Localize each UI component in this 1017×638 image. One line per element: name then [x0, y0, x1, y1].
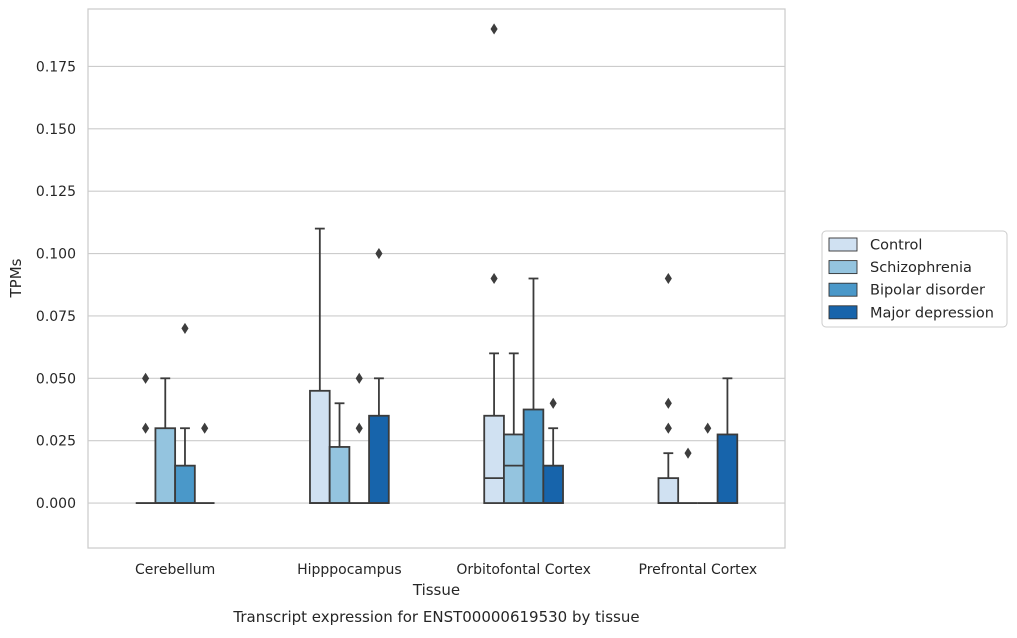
box-group	[135, 372, 156, 504]
gridlines	[88, 65, 785, 504]
box-group	[309, 227, 331, 504]
legend-label: Control	[870, 238, 922, 254]
box-body	[483, 414, 505, 504]
box-group	[368, 247, 390, 504]
y-tick-label: 0.025	[36, 434, 76, 450]
box-body	[657, 477, 680, 504]
box-body	[503, 433, 525, 504]
box-body	[328, 446, 351, 504]
box-group	[174, 322, 196, 504]
box-group	[328, 402, 351, 504]
box-body	[154, 427, 177, 504]
y-tick-label: 0.150	[36, 122, 76, 138]
outlier-point	[355, 372, 363, 384]
box-body	[542, 464, 564, 504]
chart-caption: Transcript expression for ENST0000061953…	[232, 608, 639, 626]
outlier-point	[181, 322, 189, 334]
box-group	[194, 422, 215, 504]
box-group	[542, 397, 564, 504]
legend-swatch	[828, 305, 858, 320]
outlier-point	[684, 447, 692, 459]
x-tick-labels: Cerebellum Hipppocampus Orbitofontal Corte…	[135, 562, 757, 578]
outlier-point	[490, 272, 498, 285]
outlier-point	[375, 247, 383, 260]
x-tick-label: Orbitofontal Cortex	[456, 562, 591, 578]
legend-swatch	[828, 282, 858, 297]
y-tick-label: 0.175	[36, 59, 76, 75]
legend: Control Schizophrenia Bipolar disorder Majo…	[821, 230, 1008, 328]
outlier-point	[355, 422, 363, 434]
legend-label: Bipolar disorder	[870, 283, 985, 299]
plot-area-frame	[87, 8, 786, 549]
box-body	[522, 408, 545, 504]
box-group	[154, 377, 177, 504]
x-axis-label: Tissue	[412, 581, 460, 599]
box-group	[657, 272, 680, 504]
box-group	[503, 352, 525, 504]
y-tick-label: 0.100	[36, 247, 76, 263]
outlier-point	[142, 422, 150, 434]
boxes	[135, 23, 739, 504]
legend-frame	[821, 230, 1008, 328]
y-tick-label: 0.000	[36, 496, 76, 512]
outlier-point	[704, 422, 712, 434]
outlier-point	[664, 397, 672, 409]
x-tick-label: Cerebellum	[135, 562, 215, 578]
box-group	[678, 447, 698, 504]
box-group	[522, 277, 545, 504]
y-tick-label: 0.075	[36, 309, 76, 325]
y-axis-label: TPMs	[7, 258, 25, 298]
outlier-point	[549, 397, 557, 409]
x-tick-label: Prefrontal Cortex	[639, 562, 758, 578]
box-body	[716, 433, 739, 504]
y-tick-label: 0.125	[36, 184, 76, 200]
box-body	[174, 464, 196, 504]
box-group	[697, 422, 718, 504]
legend-swatch	[828, 237, 858, 252]
legend-swatch	[828, 260, 858, 275]
legend-label: Major depression	[870, 305, 994, 321]
box-group	[483, 23, 505, 504]
legend-label: Schizophrenia	[870, 260, 972, 276]
outlier-point	[664, 422, 672, 434]
box-group	[716, 377, 739, 504]
outlier-point	[142, 372, 150, 384]
y-tick-labels: 0.000 0.025 0.050 0.075 0.100 0.125 0.150 0.175	[36, 59, 76, 512]
box-group	[349, 372, 370, 504]
box-body	[309, 389, 331, 504]
outlier-point	[201, 422, 209, 434]
outlier-point	[664, 272, 672, 285]
y-tick-label: 0.050	[36, 371, 76, 387]
x-tick-label: Hipppocampus	[297, 562, 402, 578]
outlier-point	[490, 23, 498, 35]
box-body	[368, 414, 390, 504]
